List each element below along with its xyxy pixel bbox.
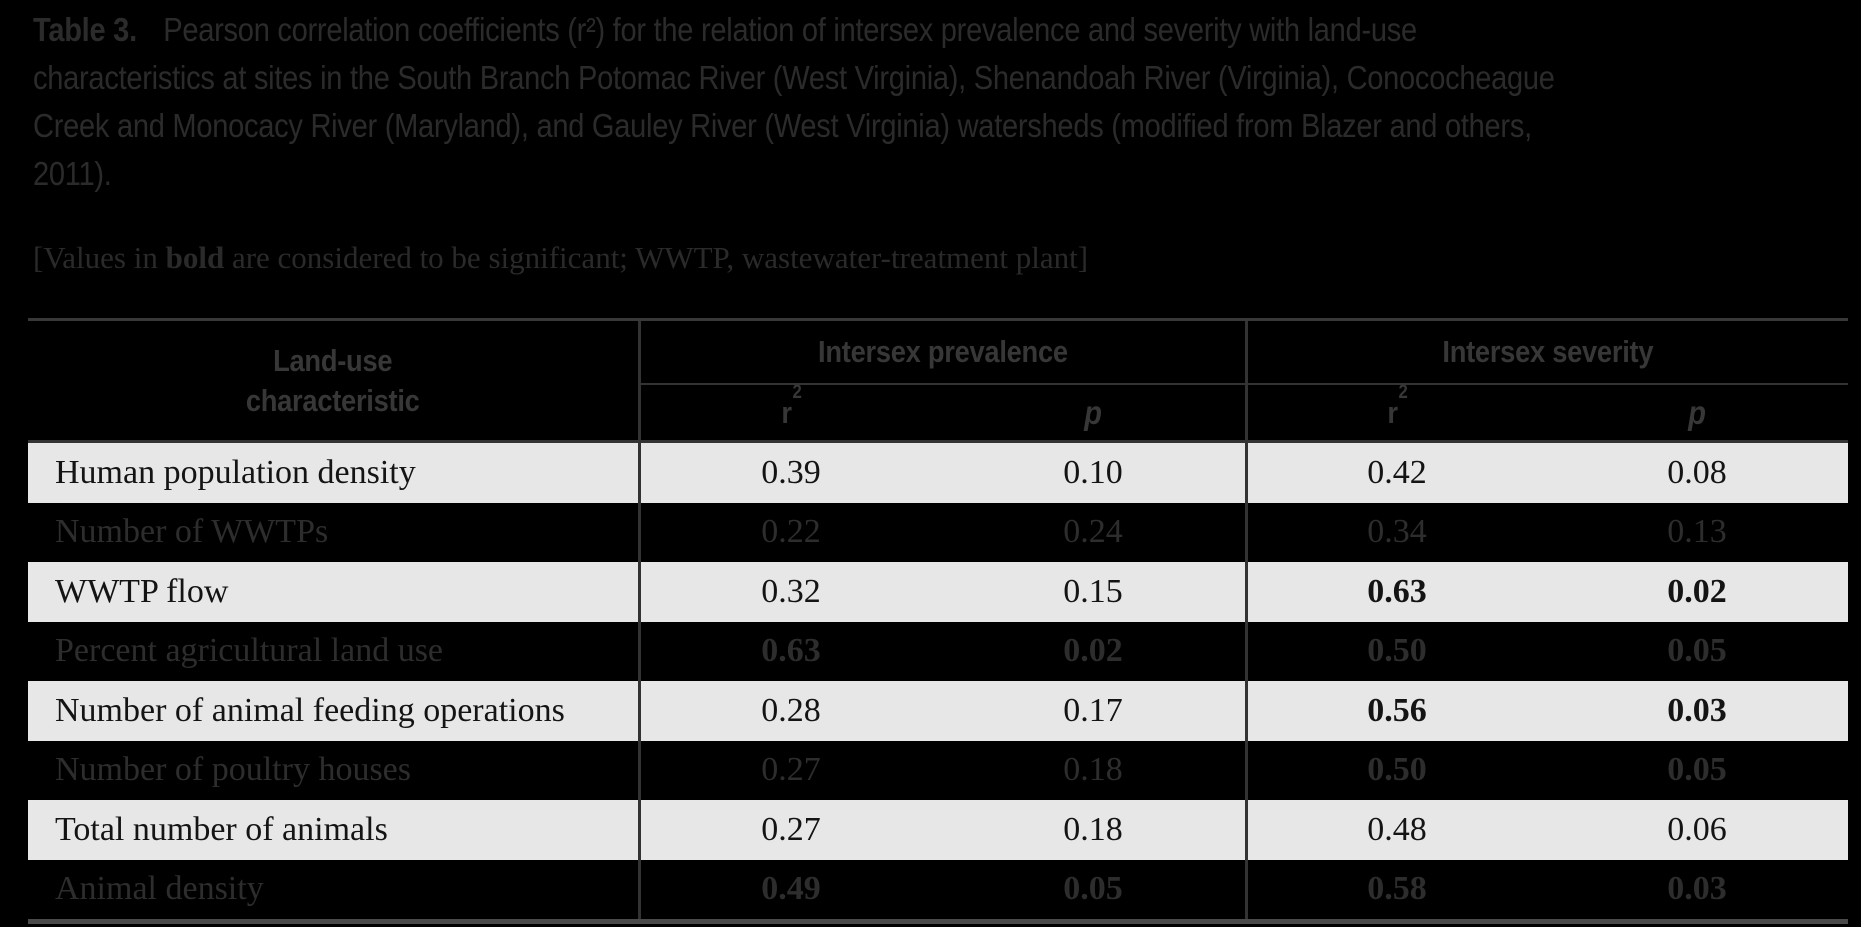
row-label: Number of poultry houses <box>55 751 412 789</box>
subheader-r2-prevalence: r2 <box>638 382 941 440</box>
cell-severity-r2: 0.48 <box>1245 800 1546 860</box>
table-body: Human population density 0.39 0.10 0.42 … <box>28 443 1848 924</box>
row-label: Number of WWTPs <box>55 513 329 551</box>
cell-prevalence-r2: 0.28 <box>638 681 941 741</box>
cell-severity-p: 0.06 <box>1667 810 1727 848</box>
cell-prevalence-p: 0.18 <box>1063 810 1123 848</box>
cell-severity-p: 0.02 <box>1667 572 1727 610</box>
cell-severity-p: 0.05 <box>1667 751 1727 789</box>
cell-prevalence-r2: 0.63 <box>638 621 941 681</box>
cell-prevalence-p: 0.18 <box>1063 751 1123 789</box>
table-row: Total number of animals 0.27 0.18 0.48 0… <box>28 800 1848 860</box>
cell-prevalence-r2: 0.32 <box>638 562 941 622</box>
cell-prevalence-r2: 0.27 <box>638 740 941 800</box>
cell-severity-p: 0.03 <box>1667 870 1727 908</box>
column-group-intersex-prevalence: Intersex prevalence <box>638 321 1245 385</box>
table-row: Human population density 0.39 0.10 0.42 … <box>28 443 1848 503</box>
column-header-line1: Land-use <box>273 342 393 378</box>
row-label: Percent agricultural land use <box>55 632 444 670</box>
column-header-line2: characteristic <box>246 382 420 418</box>
column-header-land-use-characteristic: Land-use characteristic <box>28 321 638 440</box>
cell-prevalence-p: 0.17 <box>1063 691 1123 729</box>
cell-severity-r2: 0.42 <box>1245 443 1546 503</box>
row-label: Total number of animals <box>55 810 388 848</box>
cell-severity-p: 0.03 <box>1667 691 1727 729</box>
note-bold-word: bold <box>165 240 225 275</box>
cell-severity-r2: 0.58 <box>1245 859 1546 919</box>
cell-prevalence-p: 0.05 <box>1063 870 1123 908</box>
table-row: Number of animal feeding operations 0.28… <box>28 681 1848 741</box>
cell-severity-p: 0.05 <box>1667 632 1727 670</box>
cell-severity-r2: 0.34 <box>1245 502 1546 562</box>
cell-prevalence-r2: 0.27 <box>638 800 941 860</box>
subheader-p-prevalence: p <box>1084 393 1102 431</box>
subheader-p-severity: p <box>1688 393 1706 431</box>
table-row: Animal density 0.49 0.05 0.58 0.03 <box>28 859 1848 919</box>
subheader-r2-severity: r2 <box>1245 382 1546 440</box>
note-prefix: [Values in <box>33 240 166 275</box>
row-label: WWTP flow <box>55 572 229 610</box>
note-suffix: are considered to be significant; WWTP, … <box>224 240 1089 275</box>
table-row: WWTP flow 0.32 0.15 0.63 0.02 <box>28 562 1848 622</box>
cell-severity-p: 0.08 <box>1667 453 1727 491</box>
cell-prevalence-p: 0.15 <box>1063 572 1123 610</box>
row-label: Animal density <box>55 870 264 908</box>
cell-prevalence-p: 0.24 <box>1063 513 1123 551</box>
cell-prevalence-p: 0.02 <box>1063 632 1123 670</box>
column-group-intersex-severity: Intersex severity <box>1245 321 1848 385</box>
table-caption: Table 3. Pearson correlation coefficients… <box>33 6 1582 198</box>
table-caption-text: Pearson correlation coefficients (r²) fo… <box>33 11 1555 192</box>
table-row: Percent agricultural land use 0.63 0.02 … <box>28 621 1848 681</box>
table-row: Number of WWTPs 0.22 0.24 0.34 0.13 <box>28 502 1848 562</box>
data-table: Land-use characteristic Intersex prevale… <box>28 318 1848 924</box>
cell-prevalence-p: 0.10 <box>1063 453 1123 491</box>
cell-severity-r2: 0.63 <box>1245 562 1546 622</box>
cell-severity-p: 0.13 <box>1667 513 1727 551</box>
table-row: Number of poultry houses 0.27 0.18 0.50 … <box>28 740 1848 800</box>
table-caption-label: Table 3. <box>33 11 137 48</box>
cell-prevalence-r2: 0.49 <box>638 859 941 919</box>
cell-prevalence-r2: 0.22 <box>638 502 941 562</box>
cell-severity-r2: 0.50 <box>1245 621 1546 681</box>
row-label: Human population density <box>55 453 416 491</box>
cell-severity-r2: 0.50 <box>1245 740 1546 800</box>
table-note: [Values in bold are considered to be sig… <box>33 240 1088 276</box>
cell-prevalence-r2: 0.39 <box>638 443 941 503</box>
table-header: Land-use characteristic Intersex prevale… <box>28 318 1848 443</box>
row-label: Number of animal feeding operations <box>55 691 565 729</box>
cell-severity-r2: 0.56 <box>1245 681 1546 741</box>
